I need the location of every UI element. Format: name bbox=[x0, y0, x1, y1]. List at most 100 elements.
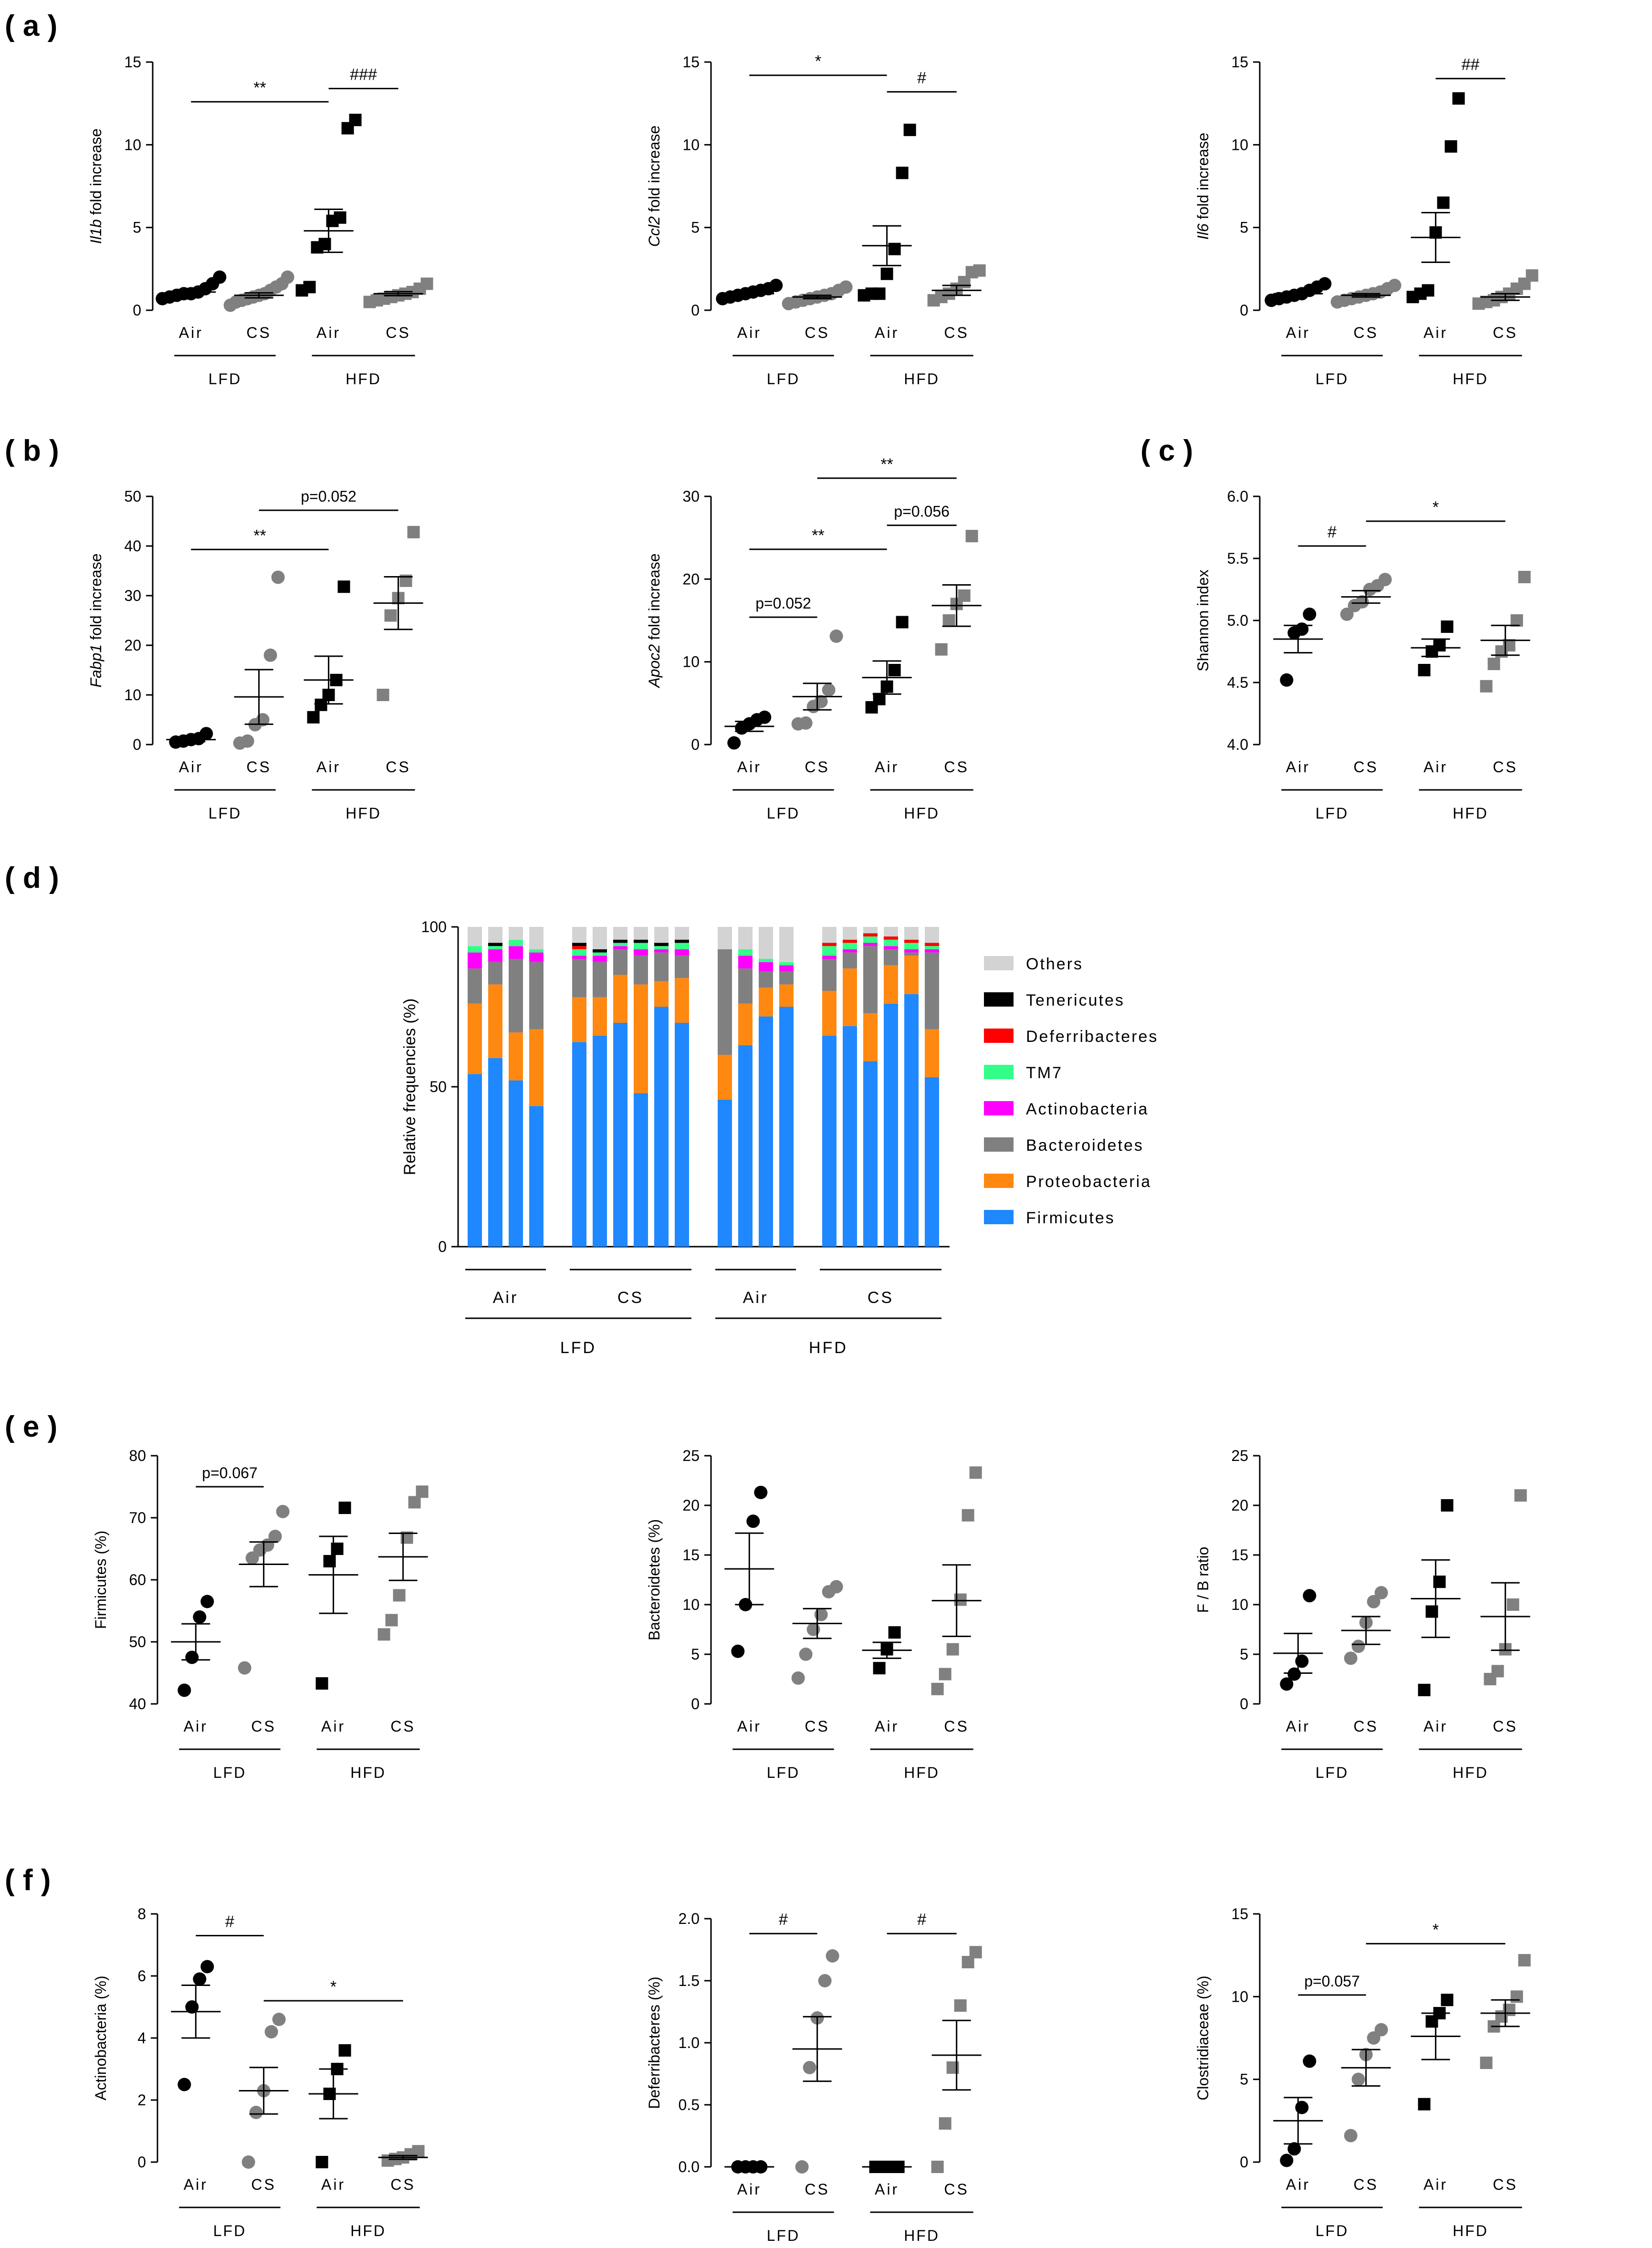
panel-label-f: ( f ) bbox=[5, 1864, 51, 1897]
x-category-label: Air bbox=[1286, 2176, 1310, 2193]
bar-segment-proteobacteria bbox=[634, 984, 648, 1093]
bar-segment-others bbox=[738, 927, 753, 949]
bar-segment-proteobacteria bbox=[925, 1029, 939, 1077]
data-point bbox=[799, 1648, 813, 1661]
x-category-label: Air bbox=[1286, 758, 1310, 776]
x-category-label: Air bbox=[1286, 324, 1310, 341]
x-category-label: CS bbox=[1353, 2176, 1378, 2193]
data-point bbox=[1518, 1954, 1531, 1967]
bar-segment-tm7 bbox=[925, 946, 939, 949]
x-category-label: CS bbox=[805, 758, 829, 776]
y-tick-label: 10 bbox=[1231, 1988, 1248, 2005]
x-category-label: CS bbox=[1493, 324, 1517, 341]
x-category-label: CS bbox=[1353, 324, 1378, 341]
bar-segment-deferribacteres bbox=[822, 943, 836, 946]
bar-segment-proteobacteria bbox=[904, 956, 919, 994]
data-point bbox=[315, 2156, 328, 2168]
group-label: HFD bbox=[904, 1764, 940, 1781]
data-point bbox=[1295, 622, 1309, 636]
data-point bbox=[942, 614, 955, 627]
data-point bbox=[1280, 2153, 1294, 2167]
y-axis-label-text: Firmicutes (%) bbox=[92, 1531, 109, 1629]
data-point bbox=[973, 264, 986, 277]
y-axis-label-text: fold increase bbox=[1194, 133, 1212, 223]
bar-segment-firmicutes bbox=[759, 1016, 773, 1247]
group-label: HFD bbox=[904, 370, 940, 388]
significance-label: # bbox=[779, 1911, 788, 1929]
scatter-chart-a3: 0 5 10 15 Il6 fold increase Air CS Air CS LFD HFD #… bbox=[1194, 53, 1538, 388]
y-tick-label: 20 bbox=[682, 570, 700, 588]
y-axis-label-text: fold increase bbox=[646, 126, 663, 216]
significance-label: * bbox=[815, 53, 821, 71]
data-point bbox=[873, 1662, 886, 1675]
y-tick-label: 15 bbox=[1231, 53, 1248, 71]
group-label: HFD bbox=[1453, 805, 1488, 822]
legend-swatch bbox=[984, 1065, 1014, 1079]
x-category-label: CS bbox=[944, 324, 969, 341]
x-category-label: Air bbox=[875, 758, 899, 776]
data-point bbox=[931, 2161, 944, 2173]
legend-swatch bbox=[984, 1101, 1014, 1115]
bar-segment-others bbox=[884, 927, 898, 937]
data-point bbox=[896, 167, 909, 179]
bar-segment-others bbox=[634, 927, 648, 940]
data-point bbox=[1441, 1499, 1453, 1512]
data-point bbox=[264, 2025, 278, 2038]
y-tick-label: 60 bbox=[129, 1571, 146, 1588]
bar-segment-tenericutes bbox=[572, 943, 586, 946]
data-point bbox=[795, 2160, 809, 2174]
y-tick-label: 10 bbox=[682, 1596, 700, 1613]
group-label: LFD bbox=[767, 805, 800, 822]
significance-label: p=0.056 bbox=[894, 503, 950, 520]
significance-label: * bbox=[1432, 498, 1439, 516]
bar-segment-others bbox=[572, 927, 586, 943]
bar-segment-firmicutes bbox=[613, 1023, 627, 1247]
y-tick-label: 5 bbox=[691, 1646, 700, 1663]
bar-segment-bacteroidetes bbox=[718, 949, 732, 1055]
data-point bbox=[416, 1485, 429, 1498]
legend-label: TM7 bbox=[1026, 1064, 1063, 1082]
data-point bbox=[1526, 269, 1538, 282]
y-axis-label-text: fold increase bbox=[87, 128, 105, 219]
bar-segment-firmicutes bbox=[718, 1099, 732, 1247]
bar-segment-proteobacteria bbox=[843, 968, 857, 1026]
significance-label: ** bbox=[812, 526, 824, 545]
y-axis-label-gene: Apoc2 bbox=[646, 644, 663, 689]
bar-segment-others bbox=[529, 927, 544, 949]
data-point bbox=[303, 281, 316, 294]
bar-segment-others bbox=[925, 927, 939, 943]
data-point bbox=[965, 530, 978, 543]
y-axis-label: Firmicutes (%) bbox=[92, 1531, 109, 1629]
significance-label: ## bbox=[1462, 56, 1480, 74]
bar-segment-actinobacteria bbox=[634, 949, 648, 956]
data-point bbox=[946, 1643, 959, 1656]
bar-segment-bacteroidetes bbox=[593, 962, 607, 998]
y-tick-label: 5 bbox=[133, 219, 141, 236]
y-tick-label: 5.0 bbox=[1227, 612, 1248, 629]
bar-segment-actinobacteria bbox=[904, 949, 919, 953]
x-category-label: Air bbox=[321, 1718, 345, 1735]
significance-label: ** bbox=[253, 526, 266, 545]
data-point bbox=[939, 1668, 951, 1681]
x-category-label: CS bbox=[386, 758, 410, 776]
x-group-label: Air bbox=[743, 1289, 769, 1307]
y-tick-label: 10 bbox=[682, 653, 700, 671]
bar-segment-bacteroidetes bbox=[904, 952, 919, 956]
y-tick-label: 5 bbox=[691, 219, 700, 236]
bar-segment-tm7 bbox=[468, 946, 482, 953]
y-tick-label: 0.0 bbox=[679, 2158, 700, 2175]
bar-segment-actinobacteria bbox=[779, 965, 794, 972]
scatter-chart-b1: 0 10 20 30 40 50 Fabp1 fold increase Air CS Air CS… bbox=[87, 488, 423, 822]
bar-segment-others bbox=[779, 927, 794, 962]
y-tick-label: 15 bbox=[124, 53, 141, 71]
data-point bbox=[903, 124, 916, 137]
y-axis-label-text: fold increase bbox=[87, 553, 105, 644]
data-point bbox=[958, 589, 971, 602]
bar-segment-tm7 bbox=[843, 943, 857, 949]
bar-segment-bacteroidetes bbox=[925, 952, 939, 1029]
scatter-chart-f2: 0.0 0.5 1.0 1.5 2.0 Deferribacteres (%) Air CS A… bbox=[646, 1910, 982, 2244]
group-label: HFD bbox=[1453, 370, 1488, 388]
x-category-label: CS bbox=[390, 1718, 415, 1735]
scatter-chart-f1: 0 2 4 6 8 Actinobacteria (%) Air CS Air CS LFD HFD #… bbox=[92, 1905, 428, 2239]
